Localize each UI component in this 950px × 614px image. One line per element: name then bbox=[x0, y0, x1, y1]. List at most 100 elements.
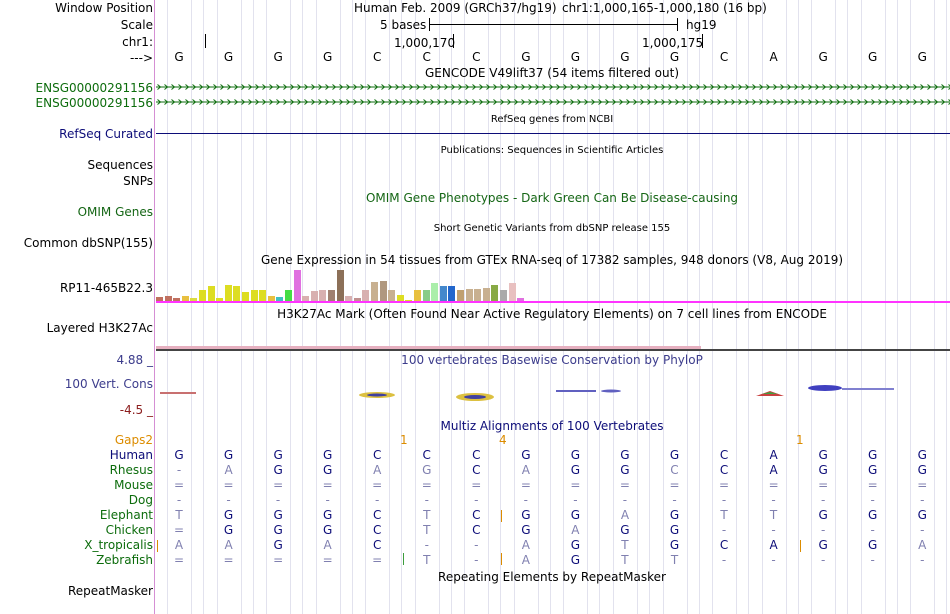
multiz-base: A bbox=[571, 523, 580, 537]
dbsnp-track-title[interactable]: Short Genetic Variants from dbSNP releas… bbox=[433, 223, 671, 234]
gtex-bar[interactable] bbox=[293, 270, 301, 302]
gtex-bar[interactable] bbox=[216, 298, 224, 302]
insertion-marker-2 bbox=[501, 510, 502, 522]
gtex-bar[interactable] bbox=[207, 286, 215, 302]
multiz-base: A bbox=[224, 538, 233, 552]
gtex-bar[interactable] bbox=[457, 290, 464, 302]
gencode-item-2-label[interactable]: ENSG00000291156 bbox=[35, 96, 153, 110]
gtex-bar[interactable] bbox=[448, 286, 456, 302]
base-letter: A bbox=[769, 50, 778, 64]
snps-label[interactable]: SNPs bbox=[123, 174, 153, 188]
gencode-item-1-label[interactable]: ENSG00000291156 bbox=[35, 81, 153, 95]
gtex-bar[interactable] bbox=[431, 283, 439, 302]
omim-track-title[interactable]: OMIM Gene Phenotypes - Dark Green Can Be… bbox=[365, 191, 739, 205]
gtex-bar[interactable] bbox=[224, 285, 232, 302]
gtex-bar[interactable] bbox=[302, 296, 310, 302]
multiz-base: T bbox=[175, 508, 183, 522]
gtex-bar[interactable] bbox=[414, 290, 421, 302]
gtex-bar[interactable] bbox=[388, 290, 396, 302]
multiz-species-label[interactable]: Elephant bbox=[99, 508, 153, 522]
gtex-bar[interactable] bbox=[276, 297, 284, 302]
gtex-bar[interactable] bbox=[310, 291, 318, 302]
multiz-base: G bbox=[223, 448, 234, 462]
gtex-bar[interactable] bbox=[233, 286, 241, 302]
h3k27ac-track-title[interactable]: H3K27Ac Mark (Often Found Near Active Re… bbox=[277, 307, 827, 321]
gtex-bar[interactable] bbox=[362, 290, 370, 302]
phylop-logo[interactable] bbox=[156, 380, 950, 404]
repeatmasker-track-title[interactable]: Repeating Elements by RepeatMasker bbox=[438, 570, 666, 584]
gencode-item-2-feature[interactable] bbox=[156, 96, 950, 108]
sequences-label[interactable]: Sequences bbox=[87, 158, 153, 172]
phylop-track-title[interactable]: 100 vertebrates Basewise Conservation by… bbox=[401, 353, 703, 367]
gtex-bar[interactable] bbox=[482, 288, 490, 302]
gtex-bar[interactable] bbox=[474, 289, 482, 302]
gtex-bar[interactable] bbox=[190, 298, 198, 302]
gtex-bar[interactable] bbox=[181, 296, 189, 302]
gtex-bar[interactable] bbox=[396, 295, 404, 302]
phylop-label[interactable]: 100 Vert. Cons bbox=[64, 377, 153, 391]
multiz-base: - bbox=[820, 523, 826, 537]
multiz-base: G bbox=[223, 508, 234, 522]
gtex-bar[interactable] bbox=[422, 290, 430, 302]
refseq-gene-line[interactable] bbox=[156, 133, 950, 134]
scale-label: Scale bbox=[120, 18, 153, 32]
repeatmasker-label[interactable]: RepeatMasker bbox=[67, 584, 153, 598]
gtex-bar-chart[interactable] bbox=[156, 268, 536, 302]
gtex-bar[interactable] bbox=[345, 296, 353, 302]
multiz-species-label[interactable]: Mouse bbox=[114, 478, 153, 492]
gtex-bar[interactable] bbox=[267, 296, 275, 302]
multiz-base: G bbox=[669, 538, 680, 552]
gtex-bar[interactable] bbox=[328, 290, 335, 302]
gtex-bar[interactable] bbox=[491, 285, 499, 302]
gtex-bar[interactable] bbox=[173, 298, 181, 302]
gtex-bar[interactable] bbox=[465, 289, 473, 302]
gaps-label[interactable]: Gaps2 bbox=[114, 433, 153, 447]
gtex-bar[interactable] bbox=[517, 298, 525, 302]
omim-label[interactable]: OMIM Genes bbox=[77, 205, 153, 219]
h3k27ac-label[interactable]: Layered H3K27Ac bbox=[46, 321, 153, 335]
multiz-track-title[interactable]: Multiz Alignments of 100 Vertebrates bbox=[440, 419, 664, 433]
base-letter: G bbox=[917, 50, 927, 64]
multiz-species-label[interactable]: Human bbox=[109, 448, 153, 462]
gencode-item-1-feature[interactable] bbox=[156, 81, 950, 93]
gap-count-2: 4 bbox=[499, 433, 507, 447]
gtex-bar[interactable] bbox=[439, 286, 447, 302]
gtex-bar[interactable] bbox=[259, 290, 267, 302]
ruler-tick-label-1: 1,000,170 bbox=[394, 36, 456, 50]
multiz-species-label[interactable]: Dog bbox=[128, 493, 153, 507]
refseq-label[interactable]: RefSeq Curated bbox=[59, 127, 153, 141]
h3k27ac-signal-fill[interactable] bbox=[156, 346, 701, 350]
gtex-bar[interactable] bbox=[156, 297, 163, 302]
multiz-species-label[interactable]: Rhesus bbox=[109, 463, 153, 477]
multiz-base: = bbox=[520, 478, 531, 492]
refseq-track-title[interactable]: RefSeq genes from NCBI bbox=[490, 114, 614, 125]
gtex-bar[interactable] bbox=[164, 296, 172, 302]
gtex-track-title[interactable]: Gene Expression in 54 tissues from GTEx … bbox=[260, 253, 844, 267]
dbsnp-label[interactable]: Common dbSNP(155) bbox=[23, 236, 153, 250]
base-letter: G bbox=[174, 50, 184, 64]
multiz-species-label[interactable]: Zebrafish bbox=[96, 553, 153, 567]
multiz-base: = bbox=[867, 478, 878, 492]
base-letter: G bbox=[669, 50, 680, 64]
insertion-marker-4 bbox=[800, 540, 801, 552]
multiz-species-label[interactable]: Chicken bbox=[105, 523, 153, 537]
gtex-bar[interactable] bbox=[242, 292, 249, 302]
gtex-bar[interactable] bbox=[250, 290, 258, 302]
gtex-bar[interactable] bbox=[336, 270, 344, 302]
gtex-bar[interactable] bbox=[508, 283, 516, 302]
gtex-bar[interactable] bbox=[379, 281, 387, 302]
gtex-gene-label[interactable]: RP11-465B22.3 bbox=[59, 281, 153, 295]
gtex-bar[interactable] bbox=[500, 290, 507, 302]
multiz-species-label[interactable]: X_tropicalis bbox=[84, 538, 153, 552]
gtex-bar[interactable] bbox=[353, 298, 361, 302]
multiz-alignment[interactable]: Human G G G G C C C G G G G C A G G G Rhesus - A G G A G C A G G C C A… bbox=[0, 448, 950, 570]
gencode-track-title[interactable]: GENCODE V49lift37 (54 items filtered out… bbox=[424, 66, 680, 80]
strand-arrow-label: ---> bbox=[129, 51, 153, 65]
publications-track-title[interactable]: Publications: Sequences in Scientific Ar… bbox=[440, 145, 664, 156]
multiz-base: - bbox=[920, 553, 925, 567]
gtex-bar[interactable] bbox=[371, 282, 378, 302]
gtex-bar[interactable] bbox=[319, 290, 327, 302]
multiz-base: = bbox=[917, 478, 928, 492]
gtex-bar[interactable] bbox=[199, 290, 206, 302]
gtex-bar[interactable] bbox=[285, 290, 292, 302]
